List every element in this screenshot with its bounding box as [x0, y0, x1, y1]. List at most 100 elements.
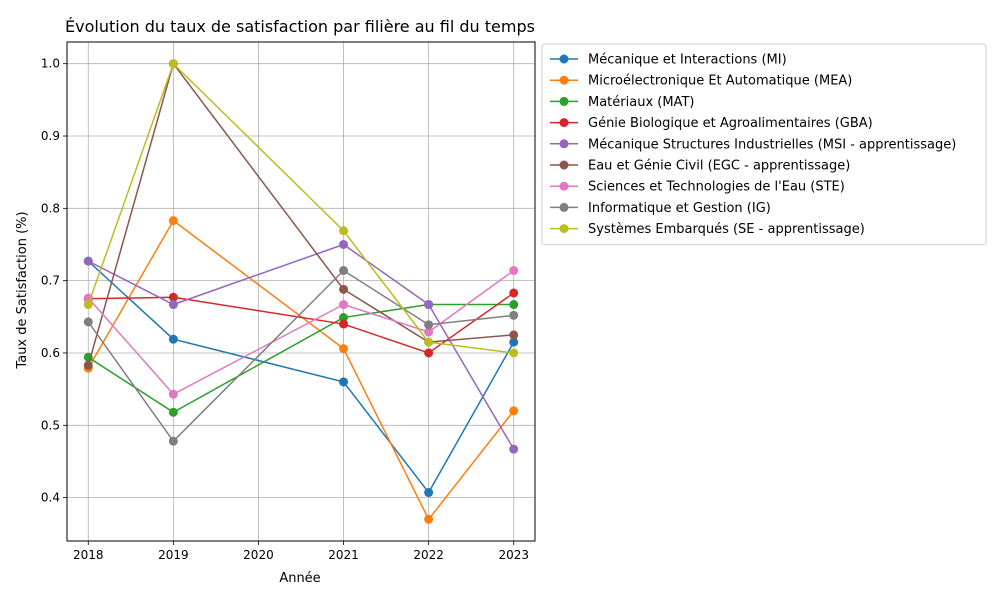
series-8	[83, 266, 519, 446]
data-point	[83, 300, 93, 310]
series-group	[83, 59, 519, 524]
data-point	[424, 514, 434, 524]
data-point	[168, 292, 178, 302]
data-point	[424, 327, 434, 337]
data-point	[83, 256, 93, 266]
x-axis: 2018 2019 2020 2021 2022 2023	[73, 541, 529, 562]
y-tick-label: 0.4	[41, 491, 60, 505]
legend-swatch-marker	[559, 75, 569, 85]
data-point	[339, 266, 349, 276]
data-point	[424, 337, 434, 347]
series-line	[87, 269, 514, 443]
legend-entry: Mécanique et Interactions (MI)	[550, 53, 787, 68]
data-point	[509, 266, 519, 276]
legend-entry: Informatique et Gestion (IG)	[550, 201, 771, 216]
data-point	[168, 300, 178, 310]
y-tick-label: 0.6	[41, 346, 60, 360]
data-point	[168, 436, 178, 446]
data-point	[339, 300, 349, 310]
x-tick-label: 2021	[328, 548, 359, 562]
data-point	[424, 488, 434, 498]
x-tick-label: 2018	[73, 548, 104, 562]
legend-entry: Systèmes Embarqués (SE - apprentissage)	[550, 222, 865, 237]
y-axis: 0.4 0.5 0.6 0.7 0.8 0.9 1.0	[41, 57, 67, 505]
x-tick-label: 2022	[413, 548, 444, 562]
data-point	[339, 239, 349, 249]
data-point	[168, 59, 178, 69]
legend-swatch-marker	[559, 139, 569, 149]
data-point	[168, 334, 178, 344]
data-point	[424, 300, 434, 310]
x-tick-label: 2019	[158, 548, 189, 562]
series-7	[83, 266, 519, 399]
legend-swatch-marker	[559, 181, 569, 191]
legend: Mécanique et Interactions (MI) Microélect…	[541, 43, 987, 246]
legend-entry: Matériaux (MAT)	[550, 95, 694, 110]
data-point	[509, 300, 519, 310]
legend-swatch-marker	[559, 118, 569, 128]
y-tick-label: 0.8	[41, 201, 60, 215]
x-axis-label: Année	[279, 571, 320, 586]
series-9	[83, 59, 519, 358]
legend-swatch-marker	[559, 54, 569, 64]
data-point	[83, 317, 93, 327]
x-tick-label: 2023	[498, 548, 529, 562]
data-point	[509, 288, 519, 298]
legend-entry: Mécanique Structures Industrielles (MSI …	[550, 137, 956, 152]
chart-title: Évolution du taux de satisfaction par fi…	[65, 17, 535, 36]
data-point	[339, 226, 349, 236]
series-line	[87, 243, 515, 450]
series-5	[83, 239, 519, 454]
data-point	[339, 377, 349, 387]
data-point	[168, 407, 178, 417]
series-6	[83, 59, 519, 370]
y-tick-label: 1.0	[41, 57, 60, 71]
legend-swatch-marker	[559, 160, 569, 170]
legend-label: Systèmes Embarqués (SE - apprentissage)	[588, 222, 865, 237]
data-point	[339, 344, 349, 354]
legend-swatch-marker	[559, 96, 569, 106]
plot-area-frame	[66, 41, 536, 542]
legend-label: Matériaux (MAT)	[588, 95, 694, 110]
data-point	[509, 330, 519, 340]
data-point	[168, 389, 178, 399]
data-point	[424, 348, 434, 358]
y-axis-label: Taux de Satisfaction (%)	[15, 211, 30, 369]
data-point	[509, 310, 519, 320]
y-tick-label: 0.9	[41, 129, 60, 143]
data-point	[509, 348, 519, 358]
y-tick-label: 0.7	[41, 274, 60, 288]
data-point	[339, 284, 349, 294]
legend-label: Eau et Génie Civil (EGC - apprentissage)	[588, 159, 850, 174]
legend-entry: Sciences et Technologies de l'Eau (STE)	[550, 180, 845, 195]
data-point	[168, 216, 178, 226]
data-point	[339, 319, 349, 329]
legend-entry: Microélectronique Et Automatique (MEA)	[550, 74, 852, 89]
grid	[67, 42, 535, 541]
legend-label: Microélectronique Et Automatique (MEA)	[588, 74, 852, 89]
data-point	[509, 406, 519, 416]
series-line	[87, 260, 515, 494]
legend-swatch-marker	[559, 224, 569, 234]
legend-entry: Génie Biologique et Agroalimentaires (GB…	[550, 116, 873, 131]
data-point	[339, 313, 349, 323]
legend-label: Sciences et Technologies de l'Eau (STE)	[588, 180, 845, 195]
series-2	[83, 216, 519, 524]
legend-entry: Eau et Génie Civil (EGC - apprentissage)	[550, 159, 850, 174]
legend-frame	[541, 43, 987, 246]
data-point	[424, 320, 434, 330]
x-tick-label: 2020	[243, 548, 274, 562]
legend-label: Mécanique et Interactions (MI)	[588, 53, 787, 68]
series-line	[87, 269, 515, 396]
data-point	[509, 444, 519, 454]
series-1	[83, 256, 519, 498]
legend-label: Informatique et Gestion (IG)	[588, 201, 771, 216]
data-point	[83, 360, 93, 370]
y-tick-label: 0.5	[41, 418, 60, 432]
data-point	[509, 337, 519, 347]
legend-swatch-marker	[559, 202, 569, 212]
legend-label: Mécanique Structures Industrielles (MSI …	[588, 137, 956, 152]
series-3	[83, 300, 519, 417]
legend-label: Génie Biologique et Agroalimentaires (GB…	[588, 116, 873, 131]
